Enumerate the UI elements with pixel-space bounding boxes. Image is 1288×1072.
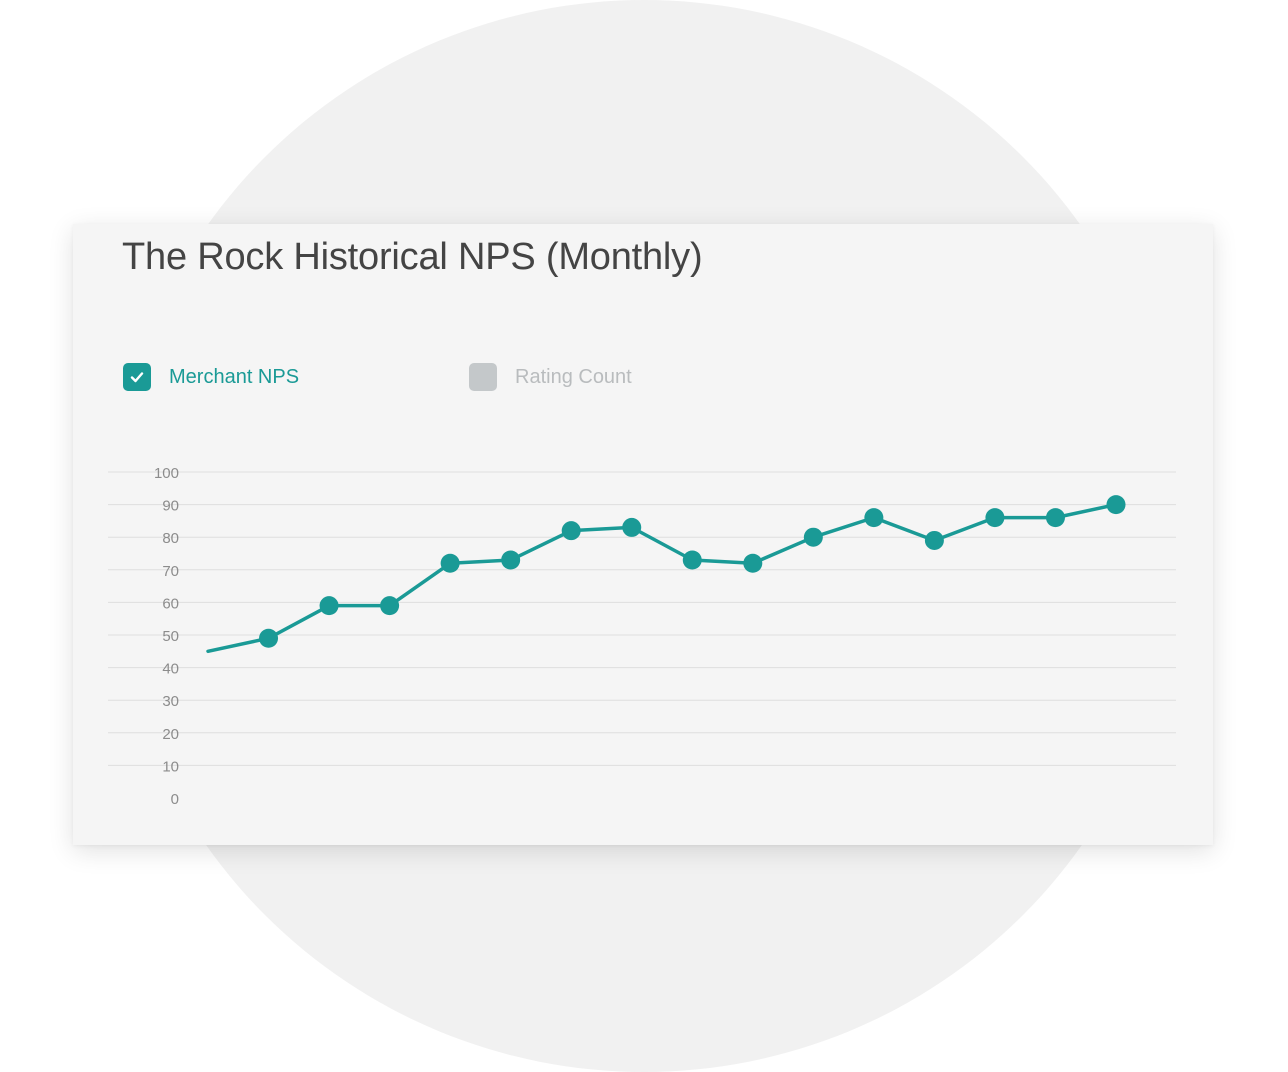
merchant-nps-checkbox[interactable] (123, 363, 151, 391)
legend-rating-count[interactable]: Rating Count (469, 362, 632, 392)
y-tick-label: 30 (162, 693, 179, 710)
nps-chart-card: The Rock Historical NPS (Monthly) Mercha… (73, 224, 1213, 845)
y-tick-label: 70 (162, 563, 179, 580)
merchant-nps-label: Merchant NPS (169, 365, 300, 388)
y-tick-label: 100 (154, 465, 179, 482)
data-point[interactable] (440, 553, 460, 573)
data-point[interactable] (1045, 508, 1065, 528)
data-point[interactable] (501, 550, 521, 570)
series-line (206, 502, 1118, 654)
rating-count-label: Rating Count (515, 365, 632, 388)
data-point[interactable] (803, 527, 823, 547)
data-point[interactable] (380, 596, 400, 616)
data-point[interactable] (259, 628, 279, 648)
chart-grid (108, 471, 1176, 766)
series-points (259, 495, 1126, 648)
y-tick-label: 50 (162, 628, 179, 645)
data-point[interactable] (924, 530, 944, 550)
data-point[interactable] (743, 553, 763, 573)
data-point[interactable] (682, 550, 702, 570)
y-tick-label: 90 (162, 498, 179, 515)
data-point[interactable] (622, 517, 642, 537)
legend-merchant-nps[interactable]: Merchant NPS (123, 362, 299, 392)
data-point[interactable] (864, 508, 884, 528)
data-point[interactable] (561, 521, 581, 541)
rating-count-checkbox[interactable] (469, 363, 497, 391)
y-tick-label: 10 (162, 758, 179, 775)
data-point[interactable] (1106, 495, 1126, 515)
data-point[interactable] (985, 508, 1005, 528)
chart-title: The Rock Historical NPS (Monthly) (122, 236, 703, 278)
nps-line-chart: 0 10 20 30 40 50 60 70 80 90 100 (108, 465, 1176, 808)
y-tick-label: 40 (162, 661, 179, 678)
y-axis-ticks: 0 10 20 30 40 50 60 70 80 90 100 (154, 465, 179, 808)
y-tick-label: 80 (162, 530, 179, 547)
y-tick-label: 60 (162, 595, 179, 612)
y-tick-label: 20 (162, 726, 179, 743)
data-point[interactable] (319, 596, 339, 616)
y-tick-label: 0 (171, 791, 179, 808)
series-lines (206, 502, 1118, 654)
check-icon (130, 372, 144, 383)
